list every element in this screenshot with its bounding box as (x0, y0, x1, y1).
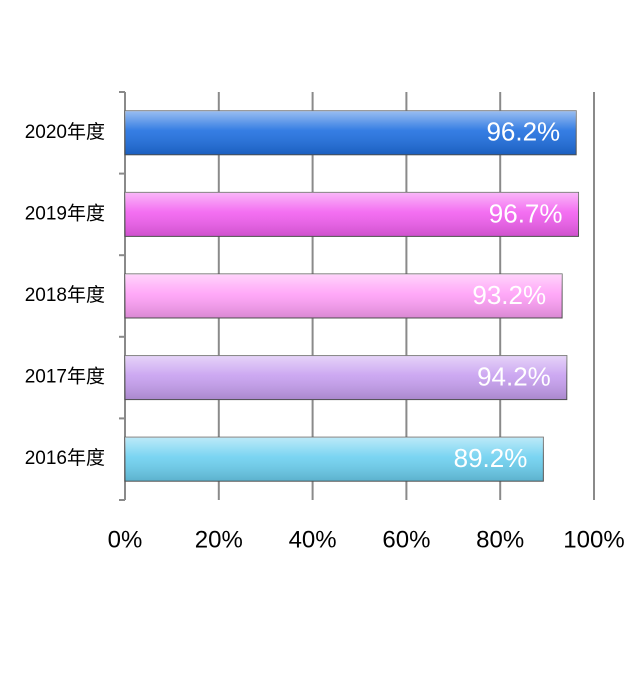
y-tick-label: 2019年度 (25, 202, 105, 224)
x-tick-label: 100% (563, 526, 624, 553)
value-label: 96.7% (489, 198, 563, 228)
x-tick-label: 40% (289, 526, 337, 553)
bar-shine (125, 274, 563, 318)
value-label: 93.2% (472, 280, 546, 310)
value-label: 96.2% (486, 117, 560, 147)
value-label: 89.2% (454, 443, 528, 473)
y-tick-label: 2016年度 (25, 447, 105, 469)
y-tick-label: 2018年度 (25, 284, 105, 306)
bar-shine (125, 110, 577, 155)
y-tick-label: 2017年度 (25, 366, 105, 388)
bar-shine (125, 355, 567, 400)
bar-shine (125, 192, 579, 237)
bar-shine (125, 437, 544, 482)
x-tick-label: 80% (476, 526, 524, 553)
x-tick-label: 20% (195, 526, 243, 553)
value-label: 94.2% (477, 361, 551, 391)
x-tick-label: 60% (382, 526, 430, 553)
x-tick-label: 0% (108, 526, 143, 553)
y-tick-label: 2020年度 (25, 121, 105, 143)
